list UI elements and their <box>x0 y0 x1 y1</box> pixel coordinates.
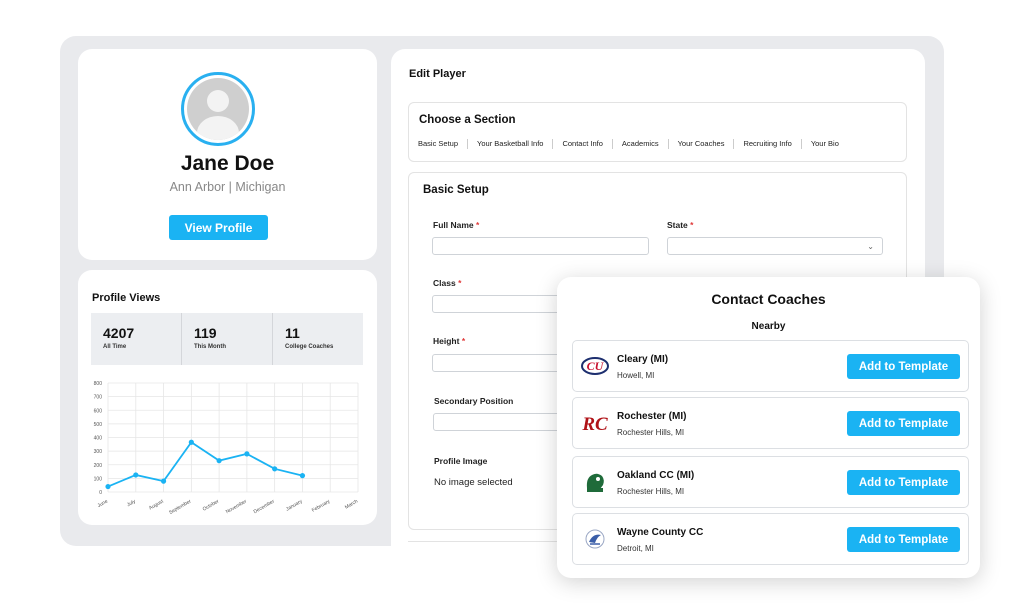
coach-row: Wayne County CC Detroit, MI Add to Templ… <box>572 513 969 565</box>
profile-image-label: Profile Image <box>434 456 488 466</box>
player-location: Ann Arbor | Michigan <box>169 180 286 194</box>
tab-basic-setup[interactable]: Basic Setup <box>409 139 469 149</box>
stat-this-month: 119 This Month <box>182 313 273 365</box>
data-point <box>105 483 111 490</box>
coach-location: Rochester Hills, MI <box>617 487 685 496</box>
coach-name: Cleary (MI) <box>617 354 669 365</box>
state-label: State * <box>667 220 694 230</box>
coach-location: Detroit, MI <box>617 544 654 553</box>
tab-academics[interactable]: Academics <box>613 139 669 149</box>
add-to-template-button[interactable]: Add to Template <box>847 354 960 379</box>
y-tick-label: 600 <box>94 408 103 414</box>
stat-label: This Month <box>194 344 226 350</box>
page-title: Edit Player <box>409 68 466 80</box>
view-profile-button[interactable]: View Profile <box>169 215 268 240</box>
x-tick-label: September <box>168 498 192 516</box>
secondary-position-input[interactable] <box>433 413 573 431</box>
basic-setup-title: Basic Setup <box>423 184 489 196</box>
add-to-template-button[interactable]: Add to Template <box>847 470 960 495</box>
x-tick-label: July <box>126 498 137 508</box>
x-tick-label: June <box>97 498 110 509</box>
tab-your-coaches[interactable]: Your Coaches <box>669 139 735 149</box>
series-line <box>107 441 303 488</box>
stat-label: All Time <box>103 344 127 350</box>
height-input[interactable] <box>432 354 572 372</box>
user-avatar-icon <box>187 78 249 140</box>
full-name-label: Full Name * <box>433 220 480 230</box>
coach-row: CU Cleary (MI) Howell, MI Add to Templat… <box>572 340 969 392</box>
coach-name: Wayne County CC <box>617 527 704 538</box>
x-tick-label: March <box>344 498 359 510</box>
y-tick-label: 400 <box>94 436 103 442</box>
coach-location: Howell, MI <box>617 371 655 380</box>
rochester-logo-icon: RC <box>581 411 609 435</box>
y-tick-label: 200 <box>94 463 103 469</box>
profile-views-card <box>78 270 377 525</box>
chevron-down-icon: ⌄ <box>867 242 874 251</box>
x-tick-label: January <box>285 498 304 512</box>
tab-basketball-info[interactable]: Your Basketball Info <box>468 139 554 149</box>
data-point <box>133 472 139 478</box>
nearby-label: Nearby <box>751 321 786 332</box>
contact-coaches-title: Contact Coaches <box>711 291 826 307</box>
coach-name: Oakland CC (MI) <box>617 470 695 481</box>
choose-section-title: Choose a Section <box>419 114 516 126</box>
stat-value: 11 <box>285 325 300 341</box>
no-image-text: No image selected <box>434 477 513 488</box>
wayne-county-logo-icon <box>581 527 609 551</box>
tab-your-bio[interactable]: Your Bio <box>810 139 839 148</box>
choose-section-panel <box>408 102 907 162</box>
stat-value: 4207 <box>103 325 135 341</box>
profile-views-title: Profile Views <box>92 292 161 304</box>
oakland-logo-icon <box>581 470 609 494</box>
stat-value: 119 <box>194 325 217 341</box>
svg-text:RC: RC <box>582 414 608 435</box>
coach-row: RC Rochester (MI) Rochester Hills, MI Ad… <box>572 397 969 449</box>
x-tick-label: December <box>253 498 276 515</box>
class-label: Class * <box>433 278 462 288</box>
player-name: Jane Doe <box>180 152 275 175</box>
y-tick-label: 800 <box>94 381 103 387</box>
x-tick-label: August <box>148 498 165 511</box>
y-tick-label: 700 <box>94 395 103 401</box>
profile-views-chart: 0 100 200 300 400 500 600 700 800 June July August S… <box>94 381 360 516</box>
x-tick-label: February <box>311 498 332 513</box>
stats-bar: 4207 All Time 119 This Month 11 College … <box>91 313 363 365</box>
x-tick-label: November <box>225 498 248 515</box>
data-point <box>160 478 167 484</box>
avatar <box>181 72 255 146</box>
y-tick-label: 0 <box>99 490 102 496</box>
section-tabs: Basic Setup Your Basketball Info Contact… <box>409 139 848 149</box>
full-name-input[interactable] <box>432 237 649 255</box>
y-tick-label: 100 <box>94 476 103 482</box>
data-point <box>272 466 278 472</box>
data-point <box>216 458 222 464</box>
coach-row: Oakland CC (MI) Rochester Hills, MI Add … <box>572 456 969 508</box>
tab-recruiting-info[interactable]: Recruiting Info <box>734 139 802 149</box>
stat-label: College Coaches <box>285 344 334 350</box>
stat-college-coaches: 11 College Coaches <box>273 313 363 365</box>
data-point <box>299 473 306 479</box>
cleary-logo-icon: CU <box>581 354 609 378</box>
x-tick-label: October <box>202 498 221 512</box>
stat-all-time: 4207 All Time <box>91 313 182 365</box>
y-tick-label: 500 <box>94 422 103 428</box>
y-tick-label: 300 <box>94 449 103 455</box>
add-to-template-button[interactable]: Add to Template <box>847 527 960 552</box>
class-input[interactable] <box>432 295 572 313</box>
secondary-position-label: Secondary Position <box>434 396 514 406</box>
add-to-template-button[interactable]: Add to Template <box>847 411 960 436</box>
coach-name: Rochester (MI) <box>617 411 687 422</box>
coach-location: Rochester Hills, MI <box>617 428 685 437</box>
data-point <box>188 439 194 445</box>
height-label: Height * <box>433 336 466 346</box>
tab-contact-info[interactable]: Contact Info <box>553 139 613 149</box>
data-point <box>244 451 250 457</box>
svg-text:CU: CU <box>587 359 605 373</box>
state-select[interactable]: ⌄ <box>667 237 883 255</box>
